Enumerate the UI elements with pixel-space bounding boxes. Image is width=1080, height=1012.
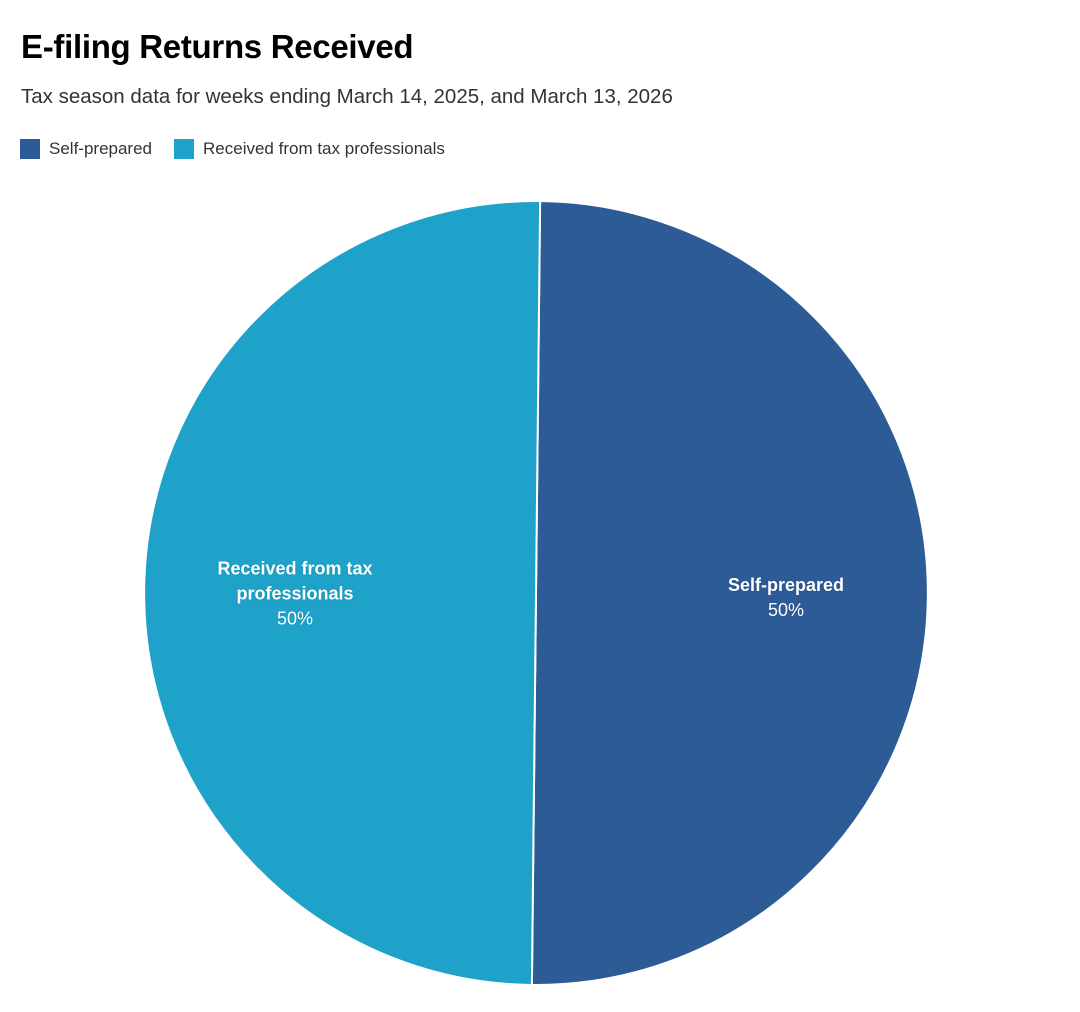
- chart-header: E-filing Returns Received Tax season dat…: [21, 27, 1061, 109]
- chart-subtitle: Tax season data for weeks ending March 1…: [21, 85, 673, 108]
- legend-swatch-tax-professionals: [174, 139, 195, 159]
- legend-item-tax-professionals[interactable]: Received from tax professionals: [174, 139, 445, 159]
- legend-swatch-self-prepared: [20, 139, 40, 159]
- legend-label: Self-prepared: [49, 139, 153, 158]
- pie-chart: [141, 198, 931, 988]
- pie-slice-self-prepared[interactable]: [530, 200, 931, 988]
- legend-item-self-prepared[interactable]: Self-prepared: [20, 139, 152, 159]
- legend-label: Received from tax professionals: [203, 139, 445, 158]
- chart-title: E-filing Returns Received: [21, 28, 414, 65]
- pie-chart-svg: [141, 198, 931, 988]
- legend: Self-prepared Received from tax professi…: [20, 139, 445, 159]
- pie-slice-tax-professionals[interactable]: [141, 198, 542, 986]
